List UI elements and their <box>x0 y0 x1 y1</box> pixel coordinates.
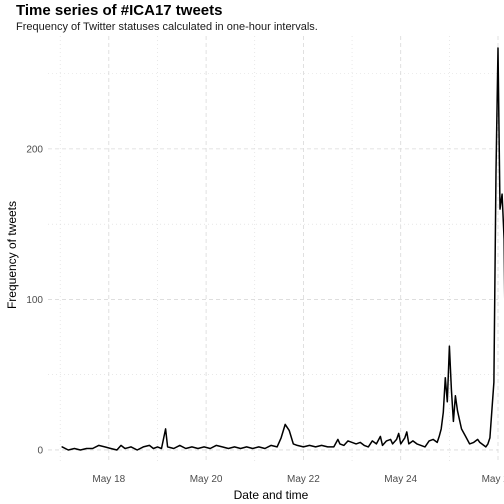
series-line <box>61 47 504 451</box>
minor-gridlines <box>48 36 498 462</box>
x-tick-label: May 22 <box>287 474 320 485</box>
chart-title: Time series of #ICA17 tweets <box>16 2 223 19</box>
y-tick-label: 200 <box>26 144 43 155</box>
y-axis-ticks: 0 100 200 <box>26 144 43 456</box>
x-tick-label: May 24 <box>384 474 417 485</box>
major-gridlines <box>48 36 499 462</box>
y-axis-label: Frequency of tweets <box>5 201 19 309</box>
chart-subtitle: Frequency of Twitter statuses calculated… <box>16 21 318 33</box>
x-tick-label: May 20 <box>190 474 223 485</box>
y-tick-label: 0 <box>37 445 43 456</box>
y-tick-label: 100 <box>26 295 43 306</box>
x-tick-label: May 26 <box>482 474 504 485</box>
x-axis-ticks: May 18 May 20 May 22 May 24 May 26 <box>92 474 504 485</box>
series-layer <box>61 47 504 451</box>
x-axis-label: Date and time <box>234 488 309 502</box>
x-tick-label: May 18 <box>92 474 125 485</box>
